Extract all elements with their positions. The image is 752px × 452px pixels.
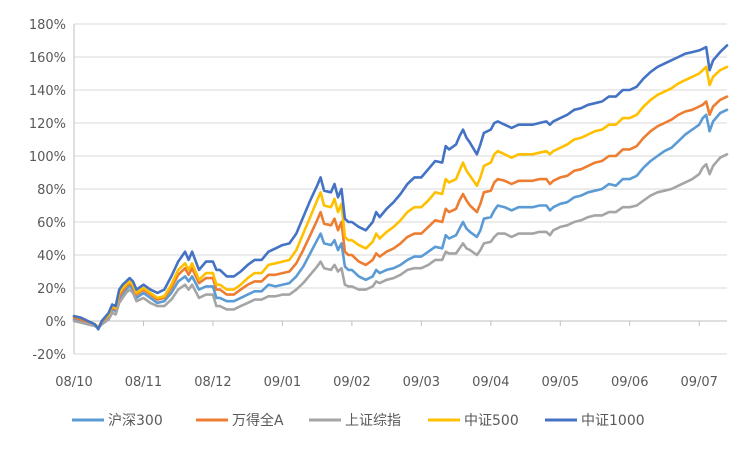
x-tick-label: 08/12 [194,375,231,390]
series-line [72,44,729,331]
legend-label: 万得全A [232,412,284,429]
series-line [72,108,729,329]
y-tick-label: 80% [37,183,66,198]
x-axis: 08/10 08/11 08/12 09/01 09/02 09/03 09/04 09/05… [55,24,727,390]
y-tick-label: 100% [29,150,66,165]
legend-label: 沪深300 [108,413,163,429]
x-tick-label: 09/02 [333,375,370,390]
y-tick-label: 140% [29,84,66,99]
y-tick-label: 160% [29,51,66,66]
y-tick-label: 180% [29,18,66,33]
y-tick-label: 120% [29,117,66,132]
series-line [72,65,729,329]
x-tick-label: 08/11 [125,375,162,390]
x-tick-label: 09/07 [680,375,717,390]
legend: 沪深300 万得全A 上证综指 中证500 中证1000 [72,412,645,429]
legend-label: 中证1000 [581,413,645,429]
grid-lines [74,23,727,355]
series-line [72,153,729,329]
x-tick-label: 09/01 [264,375,301,390]
series-line [72,95,729,329]
x-tick-label: 09/05 [542,375,579,390]
y-tick-label: -20% [32,348,66,363]
y-axis-ticks: -20% 0% 20% 40% 60% 80% 100% 120% 140% 160% 180% [29,18,66,363]
legend-label: 中证500 [464,413,519,429]
x-tick-label: 08/10 [55,375,92,390]
x-tick-label: 09/06 [611,375,648,390]
y-tick-label: 0% [45,315,66,330]
legend-label: 上证综指 [345,413,401,429]
y-tick-label: 20% [37,282,66,297]
x-tick-label: 09/04 [472,375,509,390]
series-lines [72,44,729,331]
y-tick-label: 40% [37,249,66,264]
y-tick-label: 60% [37,216,66,231]
x-tick-label: 09/03 [403,375,440,390]
